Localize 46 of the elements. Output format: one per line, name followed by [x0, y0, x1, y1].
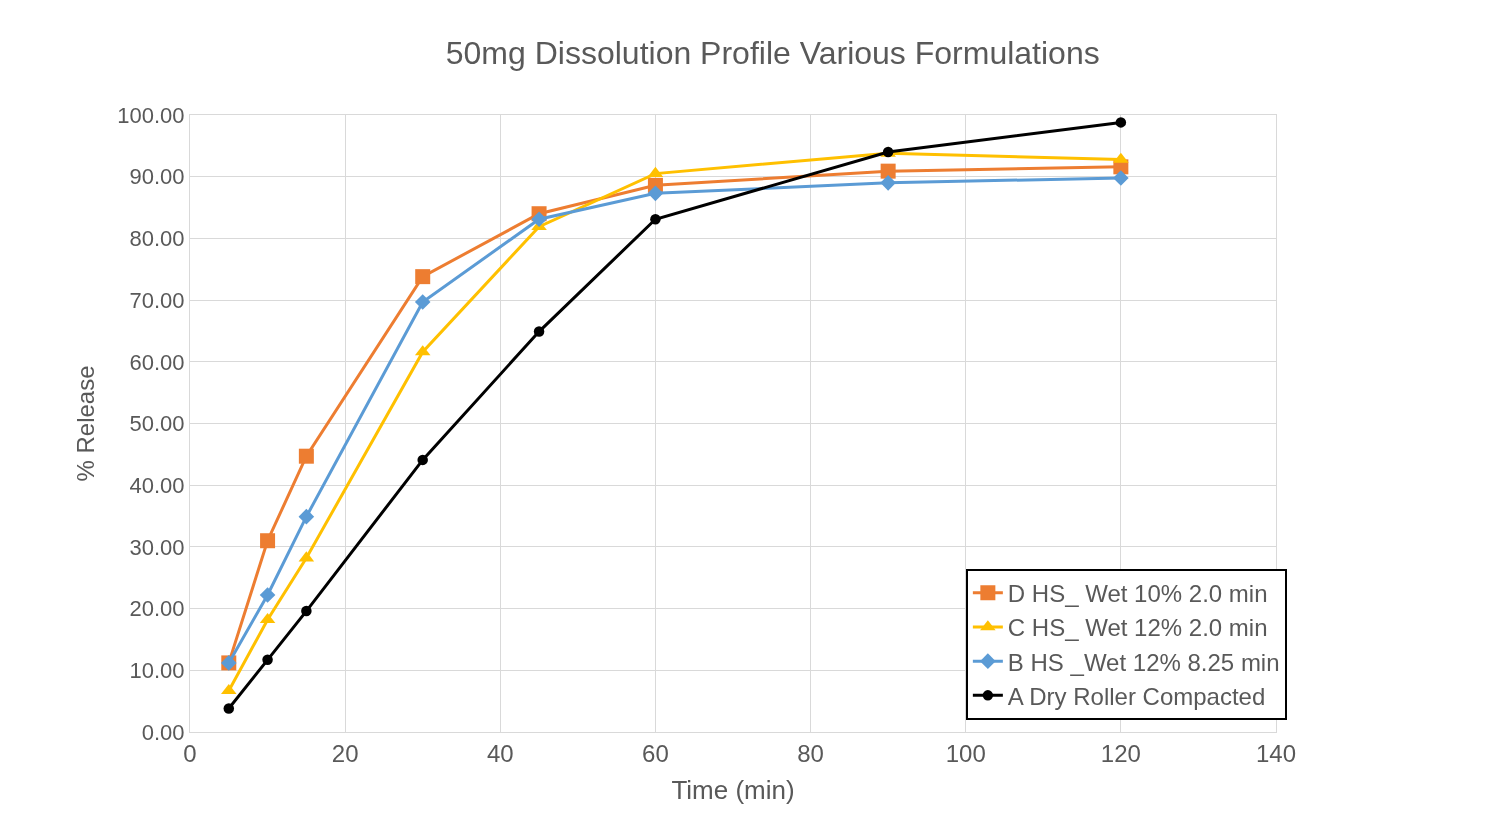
y-tick-label: 50.00 [129, 411, 185, 437]
point [301, 605, 312, 617]
x-tick-label: 120 [1100, 739, 1141, 767]
point [298, 508, 315, 525]
legend-label: D HS_ Wet 10% 2.0 min [1007, 580, 1268, 608]
y-tick-label: 0.00 [141, 719, 185, 745]
point [650, 214, 661, 225]
x-tick-label: 20 [331, 739, 359, 767]
chart-title: 50mg Dissolution Profile Various Formulations [445, 34, 1100, 71]
legend-label: B HS _Wet 12% 8.25 min [1007, 648, 1280, 676]
point [259, 612, 276, 624]
point [647, 185, 664, 202]
y-tick-label: 80.00 [129, 226, 185, 252]
point [1113, 170, 1129, 186]
point [260, 533, 276, 549]
point [221, 683, 237, 695]
y-axis-title: % Release [72, 365, 100, 482]
point [262, 654, 273, 666]
point [531, 211, 547, 228]
legend-label: A Dry Roller Compacted [1007, 682, 1266, 710]
x-tick-label: 100 [945, 739, 986, 767]
y-tick-label: 90.00 [129, 164, 185, 190]
x-tick-label: 140 [1255, 739, 1297, 767]
point [533, 326, 545, 337]
x-tick-label: 40 [486, 739, 514, 767]
y-tick-label: 70.00 [129, 287, 185, 313]
x-tick-label: 60 [642, 739, 669, 767]
point [259, 587, 276, 603]
point [880, 163, 896, 179]
x-tick-label: 80 [797, 739, 824, 767]
y-tick-label: 60.00 [129, 349, 185, 375]
y-tick-label: 20.00 [129, 596, 185, 622]
point [417, 454, 428, 466]
y-tick-label: 100.00 [117, 102, 185, 128]
x-axis-title: Time (min) [671, 775, 795, 806]
point [298, 448, 314, 464]
point [414, 294, 431, 310]
point [415, 269, 431, 285]
y-tick-label: 30.00 [129, 534, 185, 560]
legend-label: C HS_ Wet 12% 2.0 min [1007, 614, 1268, 642]
point [880, 175, 896, 191]
x-tick-label: 0 [183, 739, 197, 767]
point [1115, 117, 1127, 128]
y-tick-label: 10.00 [129, 658, 185, 683]
y-tick-label: 40.00 [129, 472, 185, 498]
point [223, 703, 235, 714]
